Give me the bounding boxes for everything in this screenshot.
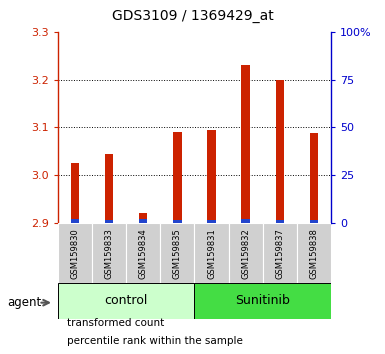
Bar — [241, 65, 250, 223]
Bar — [207, 130, 216, 223]
Bar — [310, 133, 318, 223]
Text: GSM159835: GSM159835 — [173, 228, 182, 279]
Text: GSM159837: GSM159837 — [275, 228, 285, 279]
Text: GSM159834: GSM159834 — [139, 228, 148, 279]
Bar — [105, 154, 113, 223]
Bar — [194, 283, 331, 319]
Bar — [58, 223, 92, 283]
Bar — [160, 223, 194, 283]
Bar — [173, 132, 182, 223]
Bar — [276, 80, 284, 223]
Text: GSM159833: GSM159833 — [104, 228, 114, 279]
Bar — [229, 223, 263, 283]
Bar — [276, 220, 284, 223]
Bar — [70, 219, 79, 223]
Bar — [126, 223, 160, 283]
Text: Sunitinib: Sunitinib — [235, 295, 290, 307]
Text: GSM159838: GSM159838 — [310, 228, 318, 279]
Bar — [297, 223, 331, 283]
Text: GSM159832: GSM159832 — [241, 228, 250, 279]
Text: GSM159831: GSM159831 — [207, 228, 216, 279]
Bar — [139, 213, 147, 223]
Bar — [105, 220, 113, 223]
Bar — [241, 219, 250, 223]
Bar — [92, 223, 126, 283]
Bar — [263, 223, 297, 283]
Bar — [207, 220, 216, 223]
Bar — [194, 223, 229, 283]
Bar — [310, 220, 318, 223]
Text: GSM159830: GSM159830 — [70, 228, 79, 279]
Text: agent: agent — [8, 296, 42, 309]
Bar — [173, 220, 182, 223]
Text: transformed count: transformed count — [67, 318, 165, 328]
Text: percentile rank within the sample: percentile rank within the sample — [67, 336, 243, 346]
Text: GDS3109 / 1369429_at: GDS3109 / 1369429_at — [112, 9, 273, 23]
Bar — [58, 283, 194, 319]
Bar — [139, 219, 147, 223]
Text: control: control — [104, 295, 148, 307]
Bar — [70, 163, 79, 223]
